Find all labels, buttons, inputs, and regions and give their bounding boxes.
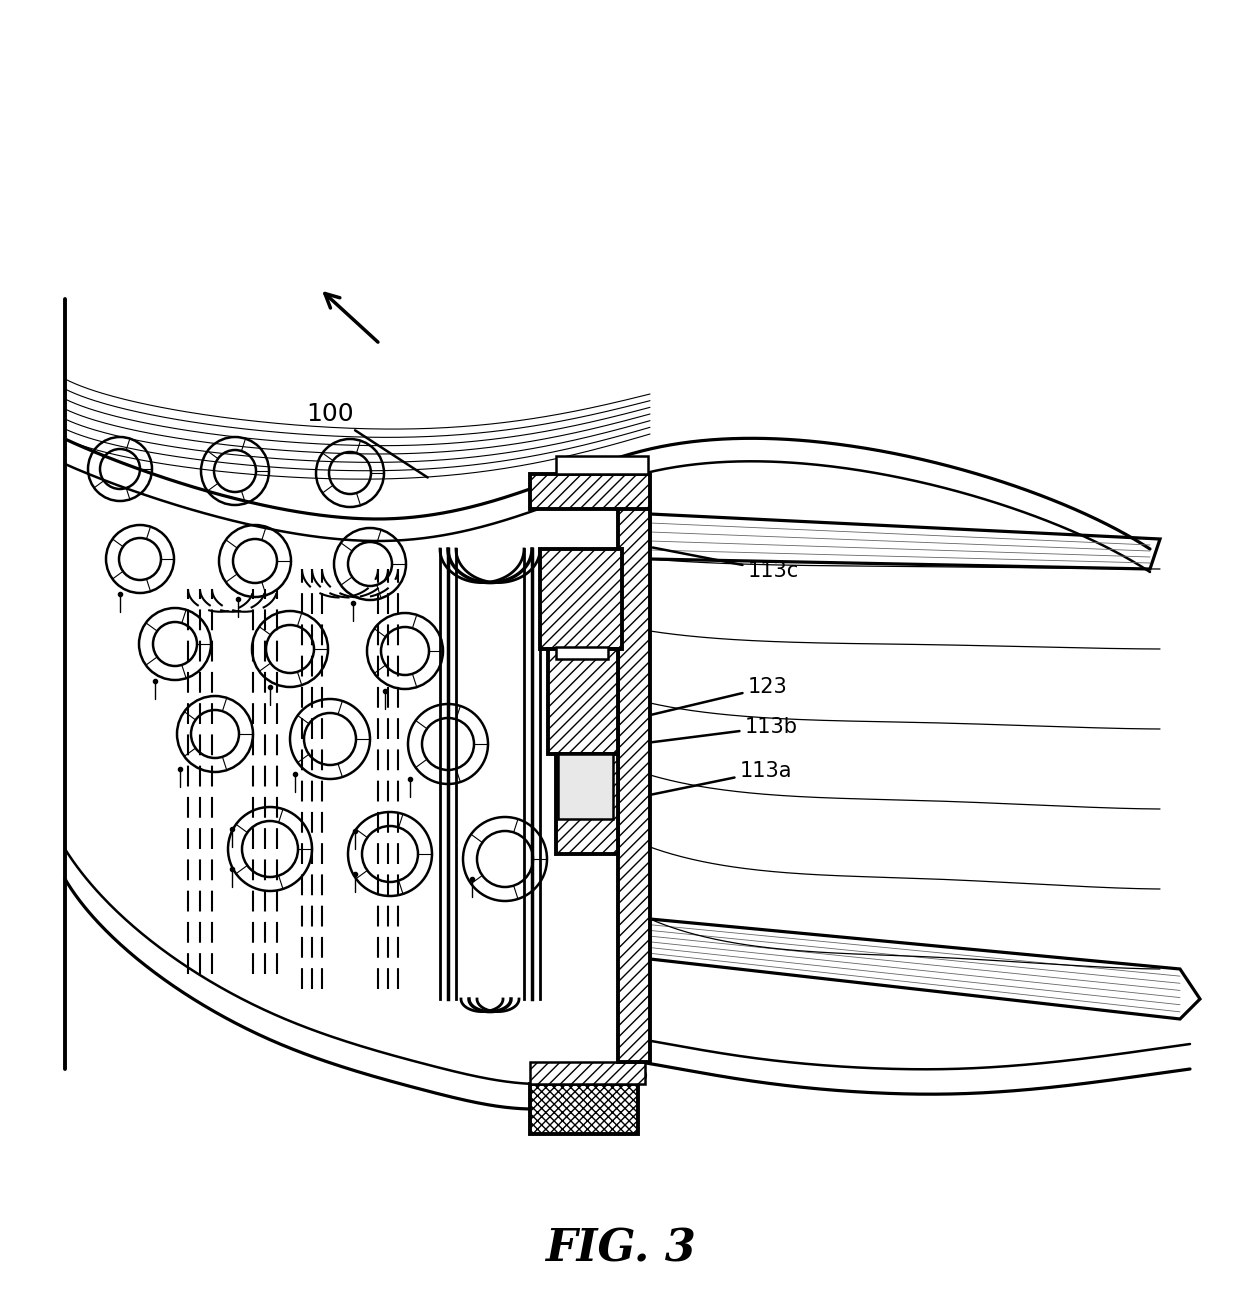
Bar — [556, 754, 618, 853]
Bar — [618, 501, 650, 1062]
Bar — [529, 1084, 639, 1134]
Text: 113b: 113b — [641, 717, 799, 744]
Bar — [618, 501, 650, 1062]
Bar — [556, 754, 618, 853]
Bar — [548, 649, 618, 754]
Bar — [539, 548, 622, 649]
Bar — [556, 647, 608, 658]
Text: 123: 123 — [645, 677, 787, 716]
Bar — [529, 1062, 645, 1084]
Text: 113c: 113c — [652, 547, 800, 581]
Text: FIG. 3: FIG. 3 — [544, 1228, 696, 1271]
Bar — [548, 649, 618, 754]
Bar — [529, 1062, 645, 1084]
Bar — [539, 548, 622, 649]
Bar — [558, 754, 613, 819]
Bar — [529, 474, 650, 509]
Text: 113a: 113a — [632, 761, 792, 798]
Bar — [556, 456, 649, 474]
Text: 100: 100 — [306, 402, 428, 478]
Bar — [529, 474, 650, 509]
Bar — [529, 1084, 639, 1134]
